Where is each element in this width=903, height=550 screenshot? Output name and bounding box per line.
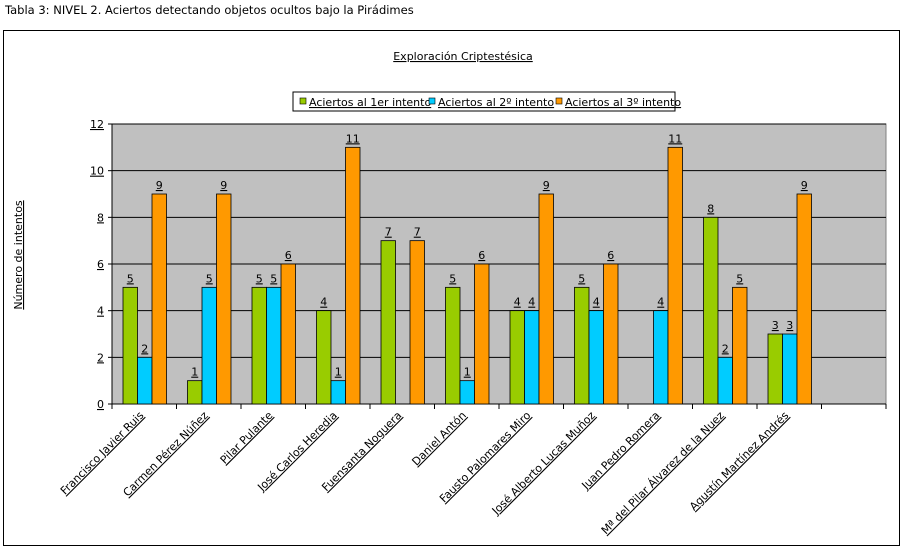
bar <box>603 263 619 405</box>
bar <box>538 193 554 405</box>
data-label: 7 <box>414 226 421 239</box>
data-label: 1 <box>335 366 342 379</box>
chart-title: Exploración Criptestésica <box>393 50 533 63</box>
bar <box>459 380 475 405</box>
bar <box>409 240 425 405</box>
data-label: 1 <box>464 366 471 379</box>
bar <box>703 216 719 405</box>
data-label: 11 <box>346 132 360 145</box>
data-label: 4 <box>657 296 664 309</box>
bar <box>201 286 217 405</box>
data-label: 6 <box>478 249 485 262</box>
data-label: 6 <box>285 249 292 262</box>
legend-label: Aciertos al 3º intento <box>565 96 681 109</box>
y-tick-label: 8 <box>97 211 104 224</box>
data-label: 9 <box>801 179 808 192</box>
bar <box>316 310 332 405</box>
data-label: 3 <box>772 319 779 332</box>
table-caption: Tabla 3: NIVEL 2. Aciertos detectando ob… <box>5 3 414 17</box>
bar <box>574 286 590 405</box>
bar <box>266 286 282 405</box>
bar <box>137 356 153 405</box>
data-label: 1 <box>191 366 198 379</box>
bar <box>767 333 783 405</box>
bar <box>251 286 267 405</box>
bar <box>732 286 748 405</box>
data-label: 4 <box>320 296 327 309</box>
bar <box>122 286 138 405</box>
data-label: 2 <box>141 342 148 355</box>
legend-swatch <box>299 97 307 105</box>
data-label: 4 <box>528 296 535 309</box>
y-tick-label: 2 <box>97 351 104 364</box>
legend <box>292 91 676 112</box>
bar <box>216 193 232 405</box>
data-label: 4 <box>593 296 600 309</box>
legend-swatch <box>428 97 436 105</box>
data-label: 5 <box>256 272 263 285</box>
y-axis-title: Número de intentos <box>12 200 25 310</box>
data-label: 5 <box>270 272 277 285</box>
bar <box>330 380 346 405</box>
legend-label: Aciertos al 1er intento <box>309 96 431 109</box>
data-label: 4 <box>514 296 521 309</box>
data-label: 9 <box>543 179 550 192</box>
data-label: 8 <box>707 202 714 215</box>
bar <box>280 263 296 405</box>
bar <box>782 333 798 405</box>
bar <box>509 310 525 405</box>
data-label: 3 <box>786 319 793 332</box>
bar <box>151 193 167 405</box>
y-tick-label: 12 <box>90 118 104 131</box>
bar <box>667 146 683 405</box>
y-tick-label: 4 <box>97 305 104 318</box>
bar <box>445 286 461 405</box>
data-label: 5 <box>127 272 134 285</box>
chart-frame <box>3 30 900 546</box>
x-tick-label: Daniel Antón <box>409 409 468 468</box>
legend-label: Aciertos al 2º intento <box>438 96 554 109</box>
bar <box>588 310 604 405</box>
data-label: 6 <box>607 249 614 262</box>
data-label: 2 <box>722 342 729 355</box>
y-tick-label: 10 <box>90 165 104 178</box>
y-tick-label: 6 <box>97 258 104 271</box>
legend-swatch <box>555 97 563 105</box>
data-label: 7 <box>385 226 392 239</box>
bar <box>380 240 396 405</box>
data-label: 5 <box>578 272 585 285</box>
x-tick-label: José Alberto Lucas Muñoz <box>489 409 598 518</box>
data-label: 9 <box>220 179 227 192</box>
bar <box>653 310 669 405</box>
bar <box>187 380 203 405</box>
bar <box>796 193 812 405</box>
data-label: 5 <box>206 272 213 285</box>
data-label: 9 <box>156 179 163 192</box>
x-tick-label: Pilar Pulante <box>218 409 276 467</box>
bar <box>524 310 540 405</box>
data-label: 11 <box>668 132 682 145</box>
bar <box>345 146 361 405</box>
data-label: 5 <box>736 272 743 285</box>
y-tick-label: 0 <box>97 398 104 411</box>
x-tick-label: Mª del Pilar Álvarez de la Nuez <box>599 409 727 537</box>
data-label: 5 <box>449 272 456 285</box>
bar <box>474 263 490 405</box>
bar <box>717 356 733 405</box>
